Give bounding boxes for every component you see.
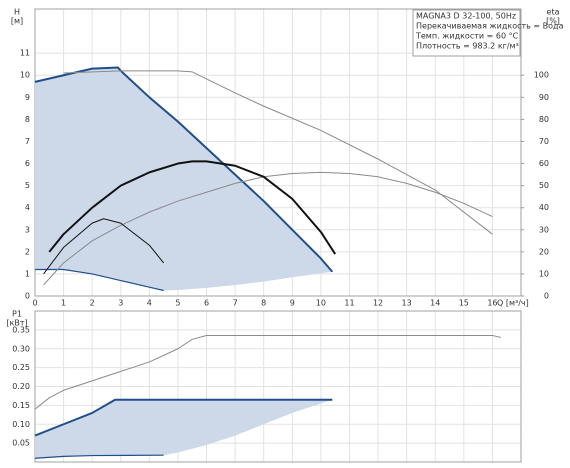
info-text: Перекачиваемая жидкость = Вода [416,22,564,31]
curve [43,218,165,275]
y2-tick-label: 0 [544,292,549,301]
y-tick-label: 0.25 [12,363,30,372]
y2-tick-label: 100 [534,71,549,80]
info-text: Плотность = 983.2 кг/м³ [416,42,519,51]
x-tick-label: 3 [118,299,123,308]
y2-tick-label: 80 [539,115,549,124]
y2-tick-label: 30 [539,225,549,234]
y2-tick-label: 10 [539,269,549,278]
curve [34,398,333,437]
x-tick-label: 2 [90,299,95,308]
y-tick-label: 5 [25,181,30,190]
x-tick-label: 14 [430,299,440,308]
y2-tick-label: 70 [539,137,549,146]
y-axis-label: H [14,8,20,17]
curve [34,454,164,459]
x-tick-label: 13 [402,299,412,308]
y-tick-label: 9 [25,93,30,102]
curve [48,160,337,255]
x-tick-label: 15 [459,299,469,308]
curve [34,335,502,410]
y-tick-label: 0 [25,292,30,301]
y-axis-unit: [м] [11,17,23,26]
y-tick-label: 0.20 [12,382,30,391]
y2-tick-label: 60 [539,159,549,168]
y2-axis-unit: [%] [546,17,560,26]
y-tick-label: 0.05 [12,439,30,448]
y-tick-label: 4 [25,203,30,212]
y-tick-label: 7 [25,137,30,146]
plot-frame [34,310,522,463]
y-tick-label: 0.35 [12,325,30,334]
x-tick-label: 12 [373,299,383,308]
x-tick-label: 10 [316,299,326,308]
y-tick-label: 6 [25,159,30,168]
x-tick-label: 6 [204,299,209,308]
y2-tick-label: 90 [539,93,549,102]
y2-tick-label: 50 [539,181,549,190]
y-tick-label: 1 [25,269,30,278]
operating-area [35,399,333,459]
x-tick-label: 11 [344,299,354,308]
y-tick-label: 11 [20,49,30,58]
curve [34,66,334,273]
x-tick-label: 9 [290,299,295,308]
y2-tick-label: 40 [539,203,549,212]
info-box [412,9,521,57]
y2-axis-label: eta [547,8,560,17]
curve [63,70,493,235]
x-tick-label: 1 [61,299,66,308]
x-tick-label: 16 [487,299,497,308]
y-tick-label: 2 [25,247,30,256]
x-tick-label: 8 [261,299,266,308]
info-text: Темп. жидкости = 60 °C [415,32,519,41]
y-tick-label: 0.30 [12,344,30,353]
y-tick-label: 10 [20,71,30,80]
y-tick-label: 8 [25,115,30,124]
x-tick-label: 5 [175,299,180,308]
operating-area [35,67,333,291]
y-axis-unit: [кВт] [6,319,27,328]
y-tick-label: 0.10 [12,420,30,429]
info-text: MAGNA3 D 32-100, 50Hz [416,12,516,21]
curve [35,268,164,292]
x-tick-label: 0 [32,299,37,308]
y2-tick-label: 20 [539,247,549,256]
y-axis-label: P1 [12,310,22,319]
x-tick-label: 7 [233,299,238,308]
x-axis-label: Q [м³/ч] [497,299,529,308]
y-tick-label: 0.15 [12,401,30,410]
y-tick-label: 3 [25,225,30,234]
x-tick-label: 4 [147,299,152,308]
